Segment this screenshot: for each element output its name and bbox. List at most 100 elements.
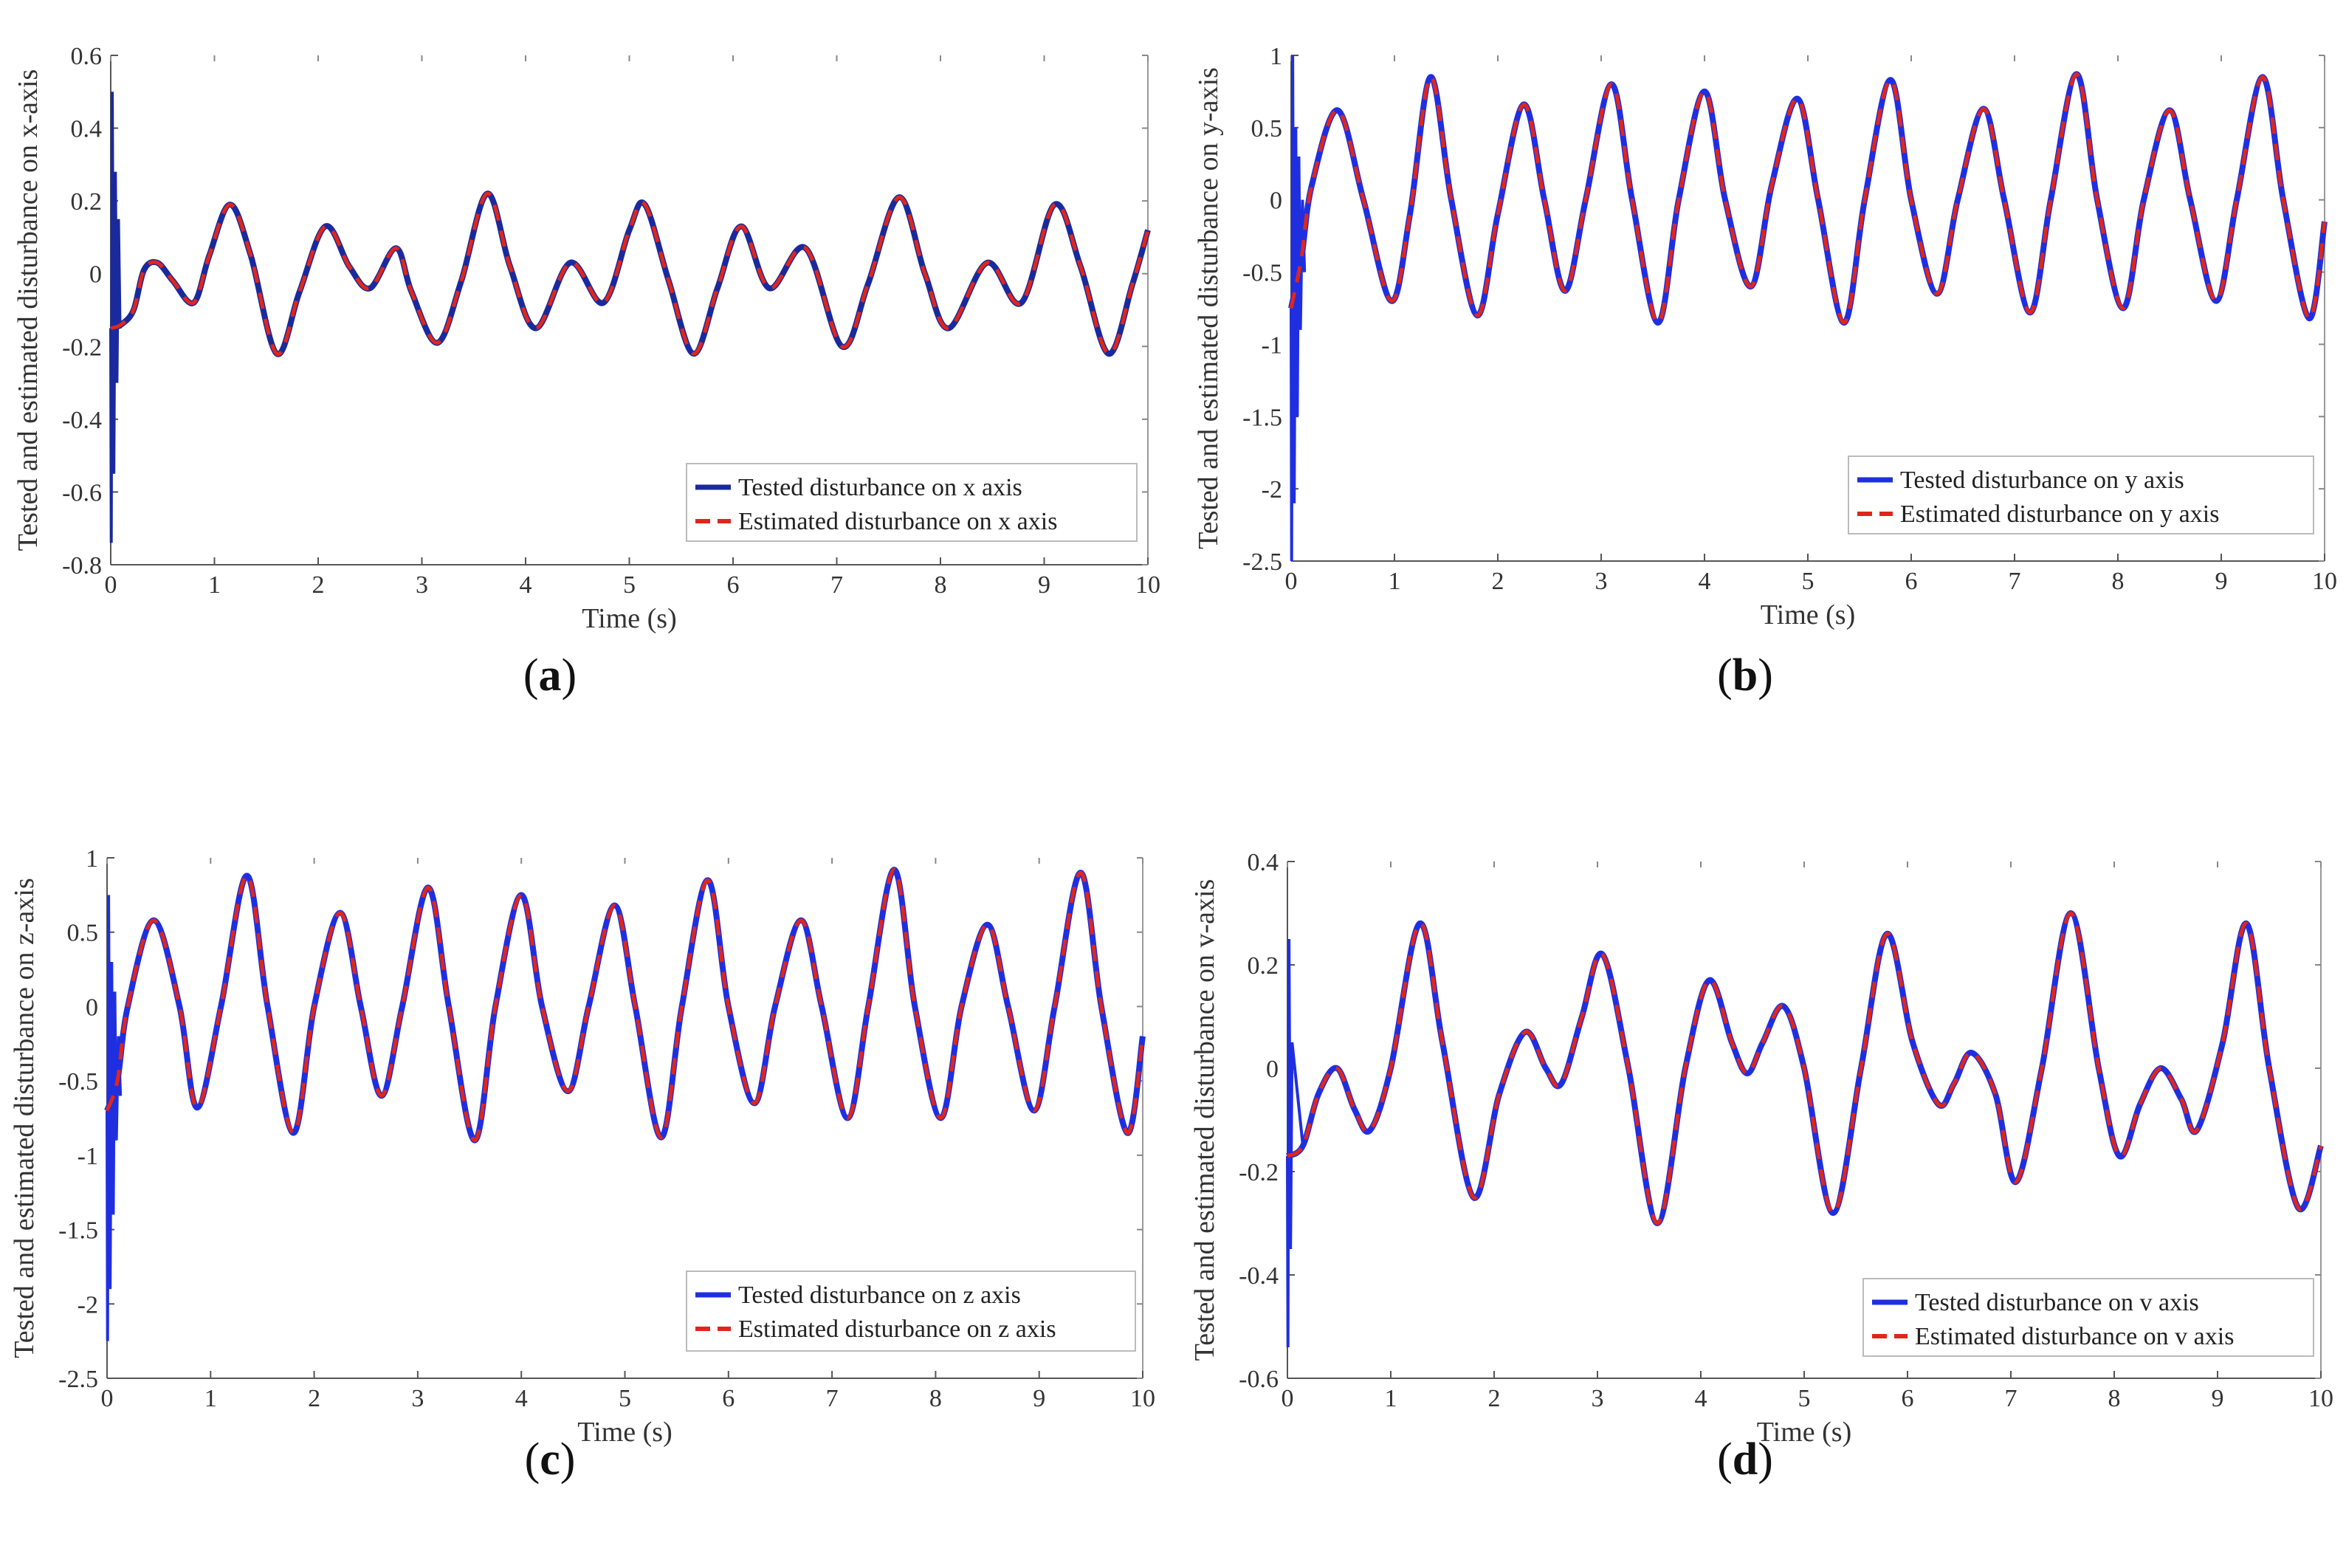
y-tick-label: -2 [78,1291,98,1318]
legend-label-estimated: Estimated disturbance on y axis [1900,501,2219,528]
caption-a: (a) [523,650,577,701]
x-tick-label: 2 [1488,1385,1501,1412]
x-axis-label: Time (s) [577,1417,672,1448]
tested-transient-line [1286,938,1304,1348]
y-tick-label: 0.5 [1251,115,1283,142]
y-tick-label: 1 [1270,43,1282,70]
y-tick-label: -0.6 [62,479,102,506]
legend-label-tested: Tested disturbance on x axis [738,474,1022,501]
x-tick-label: 3 [1592,1385,1604,1412]
y-tick-label: -0.8 [62,552,102,580]
x-tick-label: 3 [416,571,428,599]
y-tick-label: -1.5 [1242,404,1282,431]
x-tick-label: 3 [1595,568,1608,595]
y-axis-label: Tested and estimated disturbance on z-ax… [9,878,40,1358]
legend-label-tested: Tested disturbance on z axis [738,1282,1021,1309]
x-tick-label: 2 [312,571,325,599]
x-tick-label: 9 [2212,1385,2224,1412]
x-tick-label: 7 [2005,1385,2018,1412]
y-tick-label: 0.4 [71,116,103,143]
x-tick-label: 0 [105,571,117,599]
subplot-a: 0 1 2 3 4 5 6 7 8 9 10 0.6 0.4 0.2 0 -0.2 -0.4 -0.6 -0.8 Ti… [0,0,1173,784]
y-tick-label: -0.6 [1239,1366,1279,1393]
x-tick-label: 2 [1492,568,1504,595]
x-tick-label: 4 [1699,568,1711,595]
x-tick-label: 1 [1389,568,1401,595]
x-tick-label: 10 [1135,571,1160,599]
y-tick-label: -2.5 [1242,549,1282,576]
y-axis-label: Tested and estimated disturbance on y-ax… [1193,67,1224,549]
y-tick-label: 0.5 [67,920,99,947]
x-tick-label: 5 [1798,1385,1811,1412]
x-axis-label: Time (s) [582,603,676,634]
caption-c: (c) [524,1434,576,1485]
y-tick-label: 0.2 [71,188,103,216]
x-tick-label: 8 [929,1385,942,1412]
chart-a: 0 1 2 3 4 5 6 7 8 9 10 0.6 0.4 0.2 0 -0.2 -0.4 -0.6 -0.8 Ti… [13,43,1160,634]
x-tick-label: 10 [2308,1385,2333,1412]
estimated-series-line [1289,72,2327,325]
y-tick-label: -1 [1262,331,1282,359]
legend-label-tested: Tested disturbance on y axis [1900,467,2184,494]
y-tick-label: 0.6 [71,43,103,70]
x-tick-label: 7 [2009,568,2021,595]
y-tick-label: -0.4 [62,407,102,434]
tested-series-line [104,867,1146,1144]
subplot-b: 0 1 2 3 4 5 6 7 8 9 10 1 0.5 0 -0.5 -1 -1.5 -2 -2.5 Time (s… [1173,0,2346,784]
x-tick-label: 0 [1282,1385,1294,1412]
x-tick-label: 8 [2112,568,2125,595]
y-tick-label: -1 [78,1143,98,1170]
legend-box [686,1270,1136,1352]
x-tick-label: 1 [208,571,221,599]
x-tick-label: 4 [520,571,532,599]
x-tick-label: 2 [308,1385,320,1412]
y-tick-label: -0.5 [58,1068,98,1096]
x-tick-label: 8 [2108,1385,2121,1412]
subplot-c: 0 1 2 3 4 5 6 7 8 9 10 1 0.5 0 -0.5 -1 -1.5 -2 -2.5 Time (s… [0,784,1173,1568]
x-tick-label: 7 [826,1385,839,1412]
x-tick-label: 5 [623,571,636,599]
y-tick-label: -2.5 [58,1366,98,1393]
x-tick-label: 5 [1802,568,1814,595]
chart-c: 0 1 2 3 4 5 6 7 8 9 10 1 0.5 0 -0.5 -1 -1.5 -2 -2.5 Time (s… [9,845,1155,1448]
x-tick-label: 3 [411,1385,424,1412]
x-tick-label: 10 [1130,1385,1155,1412]
legend-label-estimated: Estimated disturbance on v axis [1915,1323,2234,1350]
chart-d: 0 1 2 3 4 5 6 7 8 9 10 0.4 0.2 0 -0.2 -0.4 -0.6 Time (s) T… [1189,849,2333,1448]
y-tick-label: -1.5 [58,1217,98,1245]
y-tick-label: 1 [86,845,98,873]
x-tick-label: 5 [619,1385,631,1412]
caption-d: (d) [1717,1434,1773,1485]
y-tick-label: 0 [1266,1056,1279,1083]
y-tick-label: 0 [86,994,98,1021]
legend-label-tested: Tested disturbance on v axis [1915,1289,2199,1316]
legend-box [686,463,1138,542]
x-tick-label: 9 [1033,1385,1045,1412]
y-axis-label: Tested and estimated disturbance on v-ax… [1189,879,1220,1361]
legend-box [1862,1278,2314,1357]
x-tick-label: 9 [2215,568,2228,595]
x-tick-label: 6 [722,1385,735,1412]
chart-b: 0 1 2 3 4 5 6 7 8 9 10 1 0.5 0 -0.5 -1 -1.5 -2 -2.5 Time (s… [1193,43,2337,630]
x-tick-label: 10 [2312,568,2337,595]
tested-transient-line [109,92,123,543]
x-tick-label: 4 [515,1385,528,1412]
y-tick-label: -0.2 [62,334,102,361]
x-tick-label: 1 [1385,1385,1397,1412]
y-tick-label: 0.4 [1248,849,1279,876]
legend-box [1848,455,2314,534]
estimated-series-line [105,867,1145,1143]
legend-label-estimated: Estimated disturbance on x axis [738,508,1057,535]
y-tick-label: -2 [1262,476,1282,503]
x-tick-label: 6 [1905,568,1918,595]
x-tick-label: 0 [1285,568,1298,595]
x-axis-label: Time (s) [1757,1417,1851,1448]
estimated-series-line [110,191,1150,357]
caption-b: (b) [1717,650,1773,701]
y-tick-label: -0.5 [1242,260,1282,287]
y-tick-label: -0.4 [1239,1262,1279,1290]
estimated-series-line [1286,911,2323,1225]
x-tick-label: 4 [1695,1385,1707,1412]
x-tick-label: 8 [935,571,947,599]
y-axis-label: Tested and estimated disturbance on x-ax… [13,69,44,551]
